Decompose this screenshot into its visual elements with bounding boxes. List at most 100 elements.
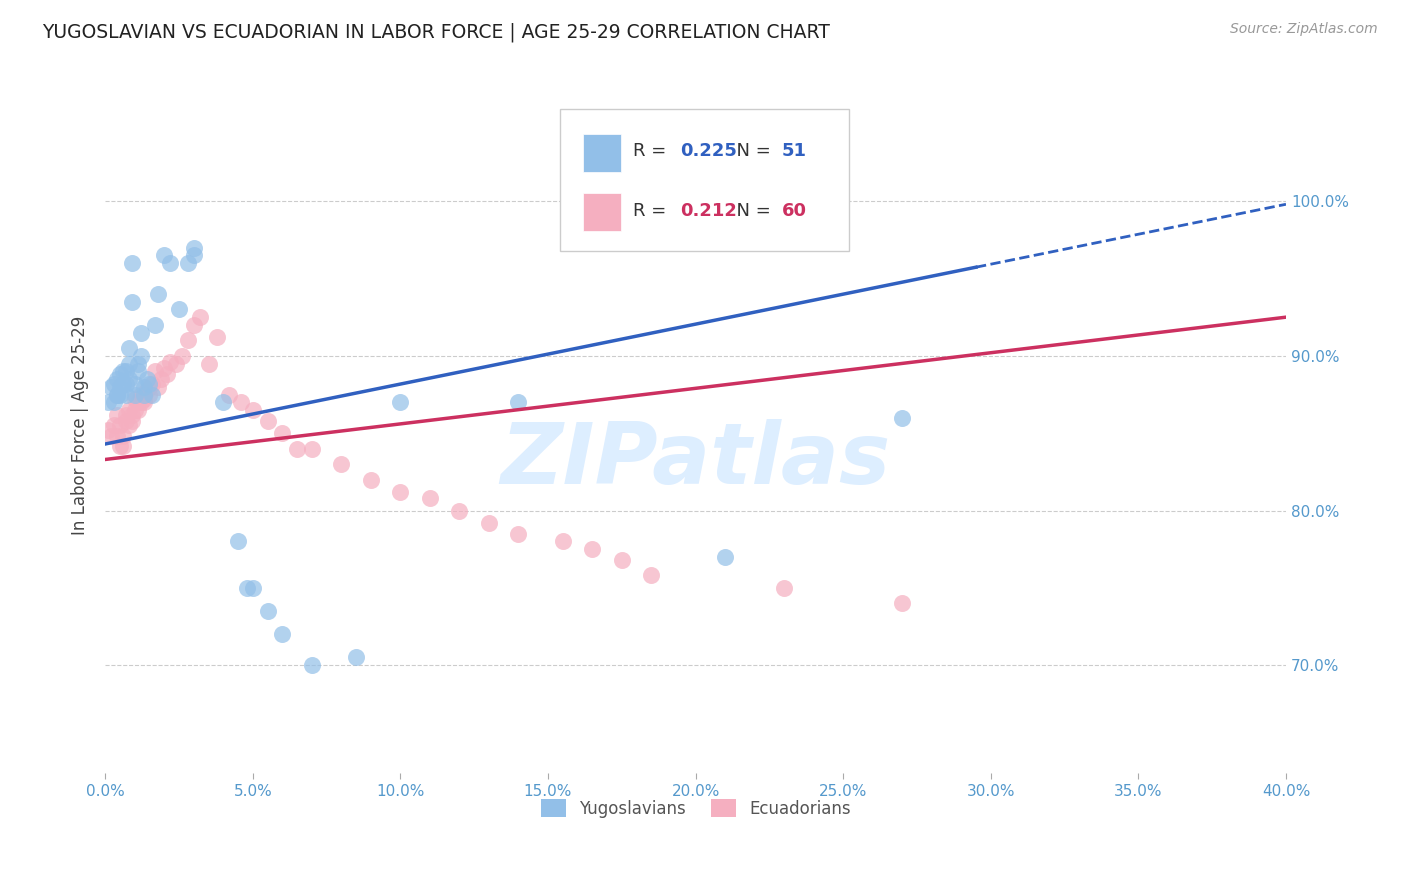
Point [118, 418, 141, 433]
Point [508, 526, 530, 541]
Point [150, 372, 173, 386]
Point [108, 418, 131, 433]
Point [111, 438, 134, 452]
Point [115, 387, 138, 401]
Point [389, 485, 412, 500]
Point [132, 380, 155, 394]
Legend: Yugoslavians, Ecuadorians: Yugoslavians, Ecuadorians [534, 793, 858, 824]
Point [100, 380, 122, 394]
Point [108, 380, 131, 394]
Point [581, 542, 603, 557]
Point [121, 294, 143, 309]
Point [344, 650, 367, 665]
FancyBboxPatch shape [583, 194, 621, 231]
Text: 0.225: 0.225 [681, 143, 737, 161]
Text: N =: N = [725, 143, 776, 161]
Point [301, 442, 323, 456]
Point [105, 408, 128, 422]
Point [100, 429, 122, 443]
Point [188, 310, 211, 325]
Point [360, 473, 382, 487]
Point [118, 372, 141, 386]
Point [103, 376, 125, 391]
Point [124, 403, 146, 417]
Point [121, 256, 143, 270]
Point [127, 403, 149, 417]
Point [773, 581, 796, 595]
Point [285, 442, 308, 456]
Point [207, 330, 229, 344]
Point [138, 376, 160, 391]
Point [129, 326, 152, 340]
Point [183, 248, 205, 262]
Point [121, 408, 143, 422]
Point [124, 387, 146, 401]
Point [449, 503, 471, 517]
Text: Source: ZipAtlas.com: Source: ZipAtlas.com [1230, 22, 1378, 37]
FancyBboxPatch shape [560, 109, 849, 252]
Point [135, 383, 157, 397]
Point [891, 596, 914, 610]
Point [183, 241, 205, 255]
Point [132, 387, 155, 401]
Point [167, 302, 190, 317]
Text: ZIPatlas: ZIPatlas [501, 418, 891, 501]
Text: YUGOSLAVIAN VS ECUADORIAN IN LABOR FORCE | AGE 25-29 CORRELATION CHART: YUGOSLAVIAN VS ECUADORIAN IN LABOR FORCE… [42, 22, 830, 42]
Point [127, 395, 149, 409]
Point [236, 581, 259, 595]
Point [127, 364, 149, 378]
Point [159, 256, 181, 270]
Text: 60: 60 [782, 202, 807, 219]
Point [111, 364, 134, 378]
Point [118, 341, 141, 355]
Point [105, 429, 128, 443]
Point [103, 418, 125, 433]
Point [478, 516, 501, 530]
Point [148, 380, 170, 394]
Point [108, 387, 131, 401]
Point [197, 357, 219, 371]
Point [141, 376, 163, 391]
Point [145, 318, 167, 332]
Point [105, 387, 128, 401]
Point [132, 395, 155, 409]
Point [121, 414, 143, 428]
Text: R =: R = [633, 143, 672, 161]
Point [271, 426, 294, 441]
Point [508, 395, 530, 409]
Point [183, 318, 205, 332]
Point [115, 408, 138, 422]
Point [115, 414, 138, 428]
Point [108, 368, 131, 382]
Point [165, 357, 187, 371]
Point [97, 423, 120, 437]
Point [105, 372, 128, 386]
Point [111, 429, 134, 443]
Point [891, 410, 914, 425]
Point [124, 392, 146, 406]
Point [135, 372, 157, 386]
Point [212, 395, 235, 409]
Point [111, 376, 134, 391]
Point [97, 395, 120, 409]
Point [714, 549, 737, 564]
Point [170, 349, 193, 363]
Point [640, 568, 662, 582]
Point [218, 387, 240, 401]
Point [153, 361, 176, 376]
Point [118, 403, 141, 417]
Point [138, 387, 160, 401]
Point [610, 553, 633, 567]
Text: 0.212: 0.212 [681, 202, 737, 219]
Point [156, 368, 179, 382]
Point [124, 376, 146, 391]
Point [229, 395, 252, 409]
Point [159, 355, 181, 369]
Point [118, 357, 141, 371]
Point [103, 395, 125, 409]
Point [127, 357, 149, 371]
FancyBboxPatch shape [583, 134, 621, 172]
Point [256, 604, 278, 618]
Point [551, 534, 574, 549]
Point [301, 658, 323, 673]
